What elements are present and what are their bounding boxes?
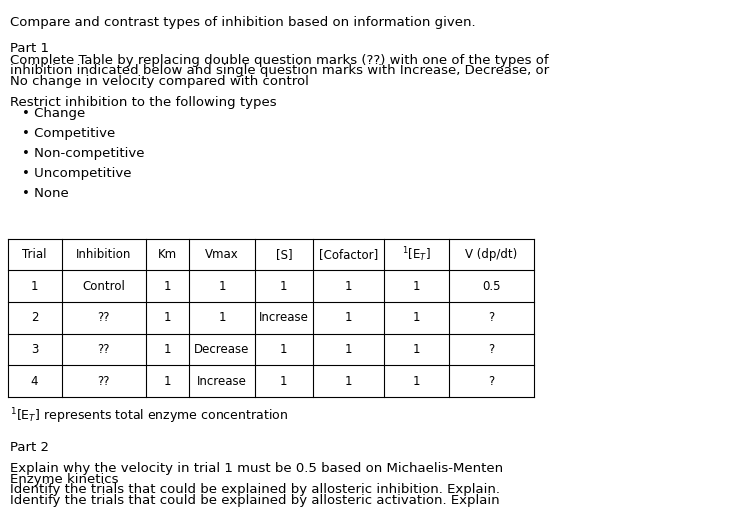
Text: 2: 2 [31, 312, 38, 324]
Text: 1: 1 [413, 280, 420, 293]
Text: $^1$[E$_T$]: $^1$[E$_T$] [402, 245, 430, 264]
Text: 3: 3 [31, 343, 38, 356]
Text: ??: ?? [98, 375, 110, 388]
Text: Restrict inhibition to the following types: Restrict inhibition to the following typ… [10, 96, 276, 109]
Text: • Competitive: • Competitive [22, 127, 116, 140]
Text: ??: ?? [98, 343, 110, 356]
Text: Vmax: Vmax [206, 248, 238, 261]
Text: No change in velocity compared with control: No change in velocity compared with cont… [10, 75, 309, 88]
Text: ??: ?? [98, 312, 110, 324]
Text: Decrease: Decrease [194, 343, 250, 356]
Text: 1: 1 [164, 312, 171, 324]
Text: • Change: • Change [22, 107, 86, 120]
Text: 1: 1 [413, 343, 420, 356]
Text: Km: Km [158, 248, 177, 261]
Text: Trial: Trial [22, 248, 46, 261]
Text: 1: 1 [280, 375, 288, 388]
Text: 1: 1 [218, 280, 226, 293]
Text: 4: 4 [31, 375, 38, 388]
Text: 1: 1 [344, 280, 352, 293]
Text: Part 2: Part 2 [10, 441, 49, 454]
Text: Identify the trials that could be explained by allosteric activation. Explain: Identify the trials that could be explai… [10, 494, 500, 507]
Text: • Non-competitive: • Non-competitive [22, 147, 145, 160]
Text: 1: 1 [164, 375, 171, 388]
Text: Compare and contrast types of inhibition based on information given.: Compare and contrast types of inhibition… [10, 16, 476, 29]
Text: 1: 1 [344, 343, 352, 356]
Text: • None: • None [22, 187, 69, 200]
Text: inhibition indicated below and single question marks with Increase, Decrease, or: inhibition indicated below and single qu… [10, 64, 549, 78]
Text: 1: 1 [218, 312, 226, 324]
Text: 1: 1 [31, 280, 38, 293]
Text: [S]: [S] [275, 248, 292, 261]
Text: ?: ? [488, 343, 494, 356]
Text: Control: Control [82, 280, 125, 293]
Text: 1: 1 [280, 343, 288, 356]
Text: V (dp/dt): V (dp/dt) [465, 248, 518, 261]
Text: Increase: Increase [259, 312, 309, 324]
Text: 1: 1 [344, 312, 352, 324]
Text: Complete Table by replacing double question marks (??) with one of the types of: Complete Table by replacing double quest… [10, 54, 548, 67]
Text: Inhibition: Inhibition [76, 248, 131, 261]
Text: • Uncompetitive: • Uncompetitive [22, 167, 132, 180]
Text: $^1$[E$_T$] represents total enzyme concentration: $^1$[E$_T$] represents total enzyme conc… [10, 407, 288, 426]
Text: 1: 1 [413, 312, 420, 324]
Text: 1: 1 [280, 280, 288, 293]
Text: 1: 1 [164, 280, 171, 293]
Text: ?: ? [488, 375, 494, 388]
Text: Increase: Increase [197, 375, 247, 388]
Text: Identify the trials that could be explained by allosteric inhibition. Explain.: Identify the trials that could be explai… [10, 483, 500, 496]
Text: Part 1: Part 1 [10, 42, 49, 55]
Text: ?: ? [488, 312, 494, 324]
Text: 1: 1 [413, 375, 420, 388]
Text: 0.5: 0.5 [482, 280, 500, 293]
Text: 1: 1 [344, 375, 352, 388]
Text: Explain why the velocity in trial 1 must be 0.5 based on Michaelis-Menten: Explain why the velocity in trial 1 must… [10, 462, 502, 475]
Text: 1: 1 [164, 343, 171, 356]
Text: Enzyme kinetics: Enzyme kinetics [10, 473, 118, 486]
Text: [Cofactor]: [Cofactor] [319, 248, 378, 261]
